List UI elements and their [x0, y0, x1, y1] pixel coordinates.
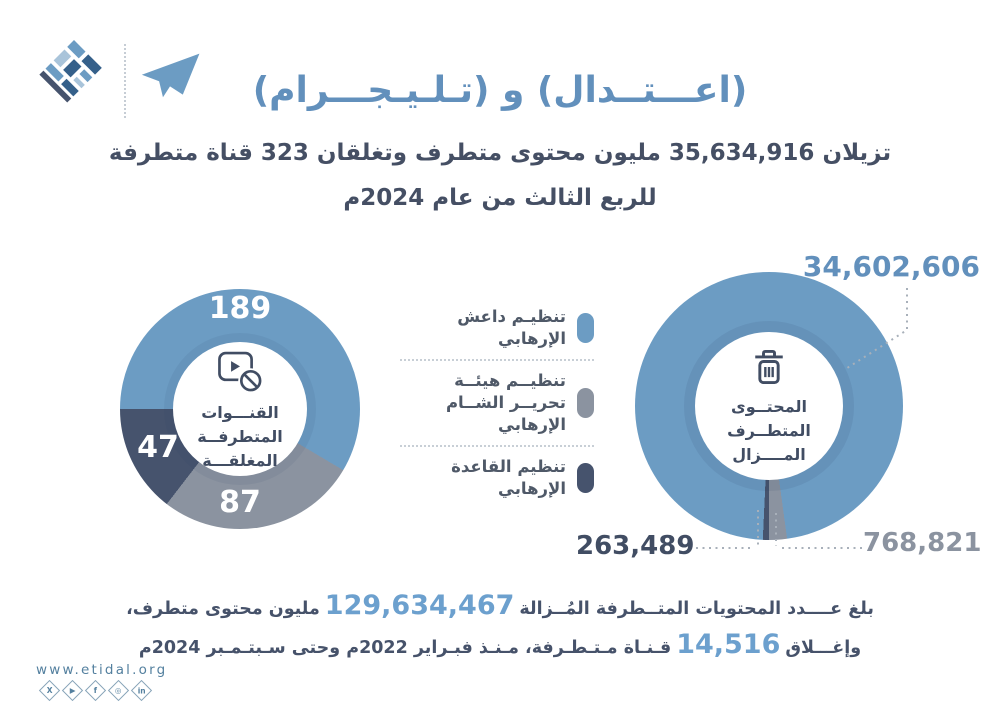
- facebook-icon[interactable]: f: [84, 679, 107, 702]
- instagram-icon[interactable]: ◎: [107, 679, 130, 702]
- trash-icon: [755, 349, 783, 385]
- legend: تنظيـم داعش الإرهابي تنظيــم هيئــة تحري…: [400, 306, 594, 500]
- removed-content-donut-center: المحتــوى المتطــرف المــــزال: [695, 332, 843, 480]
- leader-lines: [688, 288, 908, 549]
- video-blocked-icon: [218, 351, 264, 394]
- segment-value-isis-channels: 189: [208, 291, 272, 326]
- legend-item-isis: تنظيـم داعش الإرهابي: [400, 306, 594, 350]
- isis-swatch: [577, 313, 594, 343]
- subtitle-line-1: تزيلان 35,634,916 مليون محتوى متطرف وتغل…: [108, 140, 892, 166]
- summary-line-1: بلغ عــــدد المحتويات المتــطرفة المُــز…: [126, 590, 874, 621]
- logo-divider: [124, 44, 126, 118]
- page-subtitle: تزيلان 35,634,916 مليون محتوى متطرف وتغل…: [0, 131, 1000, 221]
- value-isis-content: 34,602,606: [802, 250, 980, 283]
- total-removed-content-number: 129,634,467: [324, 590, 515, 621]
- legend-item-qaeda: تنظيم القاعدة الإرهابي: [400, 456, 594, 500]
- youtube-icon[interactable]: ▶: [61, 679, 84, 702]
- closed-channels-donut-chart: القنـــوات المتطرفــة المغلقـــة 189 87 …: [120, 289, 360, 529]
- subtitle-line-2: للربع الثالث من عام 2024م: [343, 185, 657, 211]
- social-icons-row: X ▶ f ◎ in: [38, 679, 153, 702]
- telegram-logo-icon: [141, 53, 200, 98]
- legend-separator: [400, 359, 594, 361]
- segment-value-qaeda-channels: 47: [137, 430, 179, 465]
- etidal-logo: [39, 40, 102, 103]
- value-hts-content: 768,821: [863, 528, 982, 558]
- total-closed-channels-number: 14,516: [676, 629, 781, 660]
- legend-item-hts: تنظيــم هيئــة تحريــر الشــام الإرهابي: [400, 370, 594, 436]
- summary-paragraph: بلغ عــــدد المحتويات المتــطرفة المُــز…: [0, 588, 1000, 666]
- legend-label-hts: تنظيــم هيئــة تحريــر الشــام الإرهابي: [445, 371, 566, 434]
- closed-channels-label: القنـــوات المتطرفــة المغلقـــة: [197, 403, 283, 470]
- qaeda-swatch: [577, 463, 594, 493]
- legend-separator: [400, 445, 594, 447]
- page-title: (اعـــتــدال) و (تـلـيـجـــرام): [252, 70, 748, 111]
- closed-channels-donut-center: القنـــوات المتطرفــة المغلقـــة: [173, 342, 307, 476]
- legend-label-qaeda: تنظيم القاعدة الإرهابي: [451, 457, 566, 498]
- segment-value-hts-channels: 87: [219, 485, 261, 520]
- website-link[interactable]: www.etidal.org: [36, 662, 168, 678]
- removed-content-donut-chart: المحتــوى المتطــرف المــــزال: [635, 272, 903, 540]
- value-qaeda-content: 263,489: [576, 531, 695, 561]
- linkedin-icon[interactable]: in: [130, 679, 153, 702]
- hts-swatch: [577, 388, 594, 418]
- removed-content-label: المحتــوى المتطــرف المــــزال: [727, 397, 811, 464]
- x-icon[interactable]: X: [38, 679, 61, 702]
- legend-label-isis: تنظيـم داعش الإرهابي: [457, 307, 566, 348]
- summary-line-2: وإغـــلاق14,516قـنـاة مـتـطـرفة، مـنـذ ف…: [138, 629, 862, 660]
